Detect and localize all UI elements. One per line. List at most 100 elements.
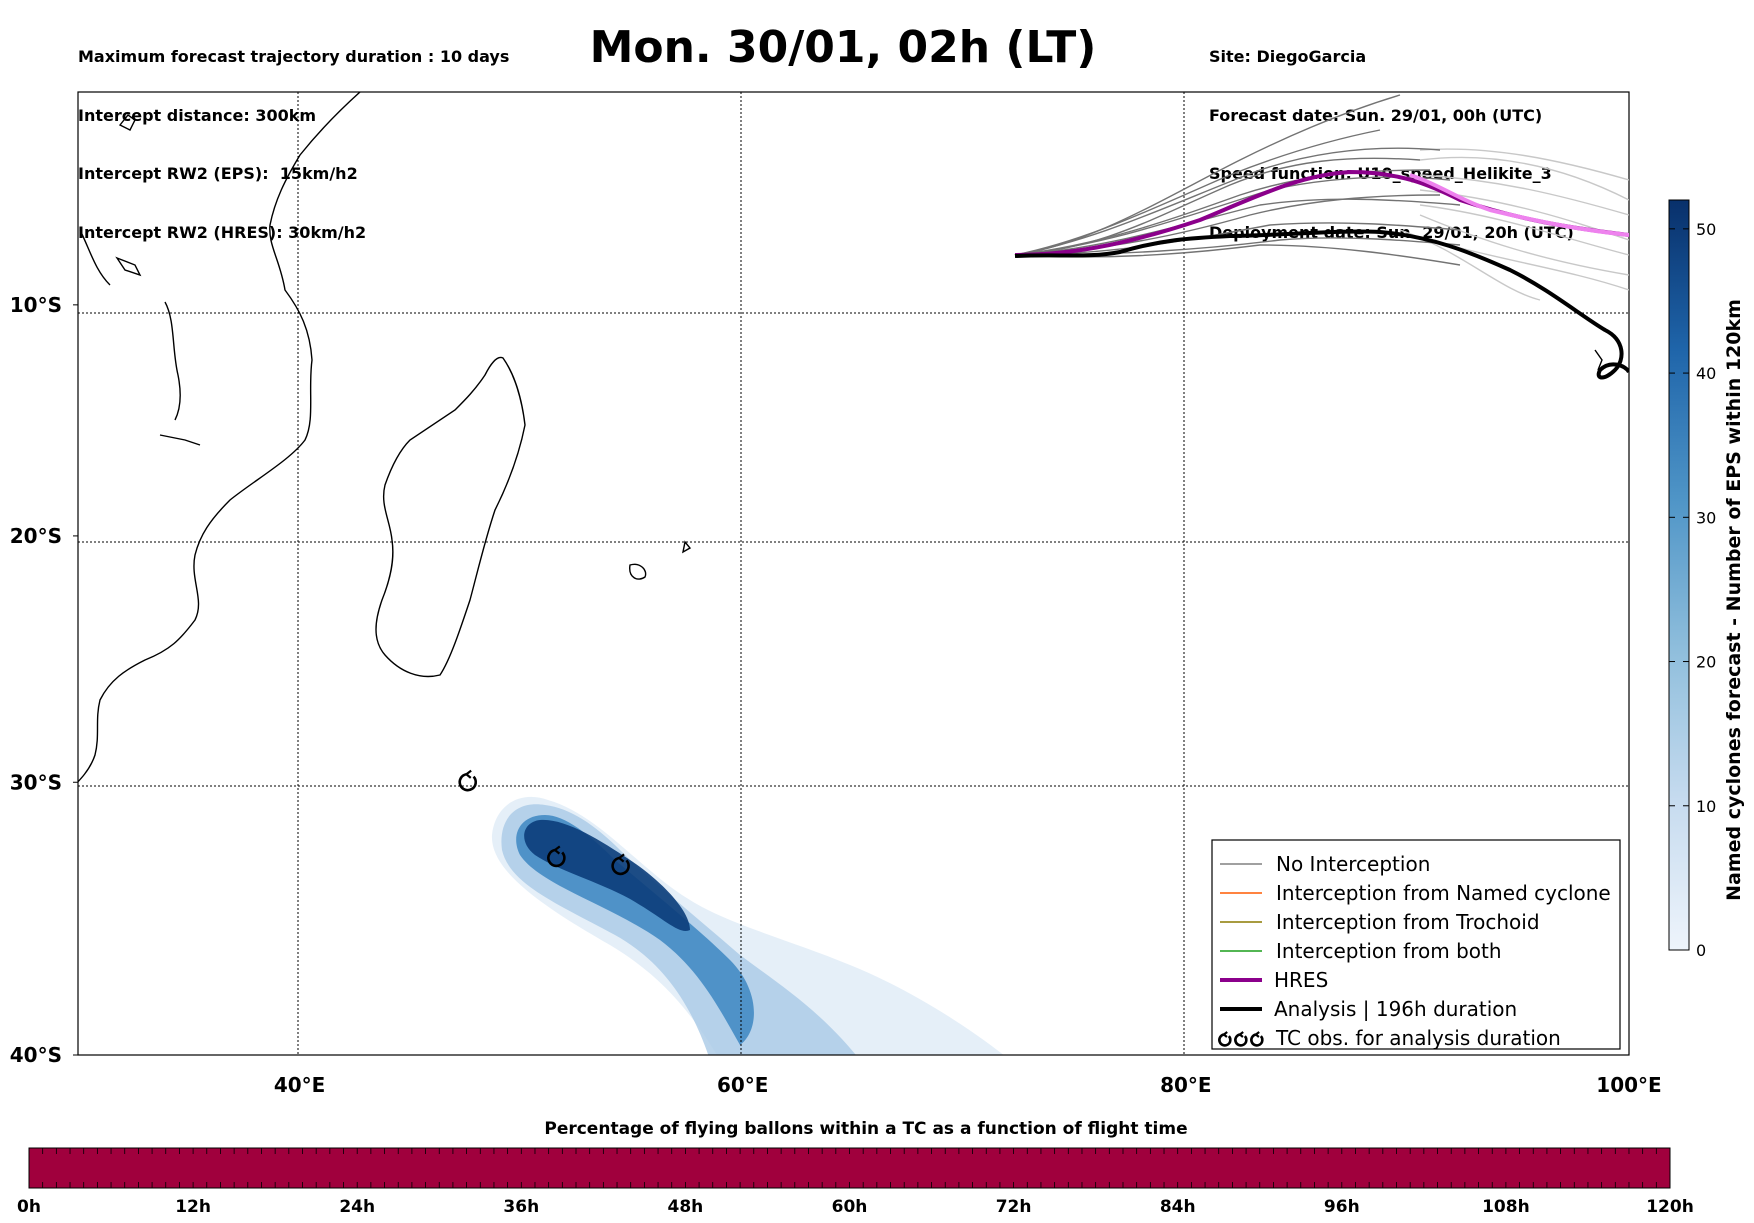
density-core (524, 819, 690, 931)
lat-tick-label: 30°S (10, 770, 62, 794)
colorbar-tick-label: 40 (1696, 364, 1716, 383)
colorbar-ticks: 0 10 20 30 40 50 (1669, 220, 1716, 960)
bottom-tick-label: 108h (1482, 1197, 1530, 1217)
tc-arrowhead (618, 853, 625, 863)
tc-arc (1218, 1033, 1232, 1047)
legend-item: Analysis | 196h duration (1220, 997, 1517, 1021)
colorbar-label: Named cyclones forecast - Number of EPS … (1723, 299, 1745, 901)
tc-arrowhead (1255, 1031, 1260, 1038)
legend-item: No Interception (1220, 852, 1430, 876)
bottom-tick-label: 48h (668, 1197, 704, 1217)
intercept-eps-text: Intercept RW2 (EPS): 15km/h2 (78, 164, 358, 183)
intercept-hres-text: Intercept RW2 (HRES): 30km/h2 (78, 222, 367, 242)
colorbar-tick-label: 30 (1696, 508, 1716, 527)
bottom-tick-label: 24h (339, 1197, 375, 1217)
lat-tick-label: 40°S (10, 1043, 62, 1067)
traj-1 (1014, 147, 1441, 256)
chagos-islet (1594, 349, 1603, 371)
tc-symbol (1234, 1031, 1248, 1047)
lon-tick-label: 100°E (1596, 1073, 1661, 1097)
analysis-trajectory (1014, 229, 1629, 380)
tc-arc (547, 848, 566, 868)
island-socotra-area (115, 256, 142, 277)
header-left-info: Maximum forecast trajectory duration : 1… (78, 8, 509, 262)
no-interception-trajectories (1014, 94, 1461, 266)
colorbar-tick-label: 20 (1696, 653, 1716, 672)
lon-tick-label: 80°E (1160, 1073, 1212, 1097)
tc-arc (458, 772, 477, 792)
site-text: Site: DiegoGarcia (1209, 47, 1367, 66)
legend-label: Interception from Named cyclone (1276, 881, 1611, 905)
traj-4 (1014, 222, 1461, 256)
traj-3 (1014, 198, 1461, 256)
right-colorbar: 0 10 20 30 40 50 Named cyclones forecast - Nu… (1668, 199, 1745, 960)
tc-observation-symbols (458, 769, 630, 876)
legend-box (1211, 839, 1621, 1050)
legend-items: No Interception Interception from Named c… (1218, 852, 1611, 1050)
legend-label: HRES (1274, 968, 1328, 992)
tc-arc (1250, 1033, 1264, 1047)
traj-late-2 (1419, 174, 1629, 216)
late-trajectories (1399, 148, 1629, 301)
tc-symbol (547, 845, 566, 868)
max-duration-text: Maximum forecast trajectory duration : 1… (78, 47, 510, 66)
traj-10 (1014, 129, 1381, 256)
reunion-mauritius (629, 563, 647, 580)
lon-tick-label: 60°E (717, 1073, 769, 1097)
bottom-tick-label: 72h (996, 1197, 1032, 1217)
colorbar-tick-label: 10 (1696, 797, 1716, 816)
longitude-ticks: 40°E 60°E 80°E 100°E (274, 1073, 1662, 1097)
coastlines (78, 92, 1603, 783)
map-frame (77, 91, 1630, 1056)
bottom-colorbar-ticks: 0h 12h 24h 36h 48h 60h 72h 84h 96h 108h 120h (17, 1197, 1694, 1217)
bottom-colorbar-minor-ticks (28, 1148, 1671, 1188)
legend-item: Interception from Named cyclone (1220, 881, 1611, 905)
somali-coast (79, 229, 111, 286)
legend-label: TC obs. for analysis duration (1275, 1026, 1561, 1050)
legend: No Interception Interception from Named c… (1211, 839, 1621, 1050)
horn-island (118, 114, 136, 131)
legend-label: Interception from Trochoid (1276, 910, 1540, 934)
bottom-tick-label: 84h (1160, 1197, 1196, 1217)
tc-arrowhead (1239, 1031, 1244, 1038)
rodrigues (682, 540, 692, 554)
tc-symbol (1218, 1031, 1232, 1047)
bottom-colorbar-title: Percentage of flying ballons within a TC… (544, 1119, 1187, 1139)
bottom-colorbar: Percentage of flying ballons within a TC… (17, 1119, 1694, 1217)
coastal-feature (159, 434, 201, 446)
traj-late-5 (1419, 214, 1629, 276)
colorbar-tick-label: 50 (1696, 220, 1716, 239)
lake-malawi (164, 301, 181, 421)
tc-arrowhead (554, 845, 561, 855)
lat-tick-label: 10°S (10, 293, 62, 317)
lat-tick-label: 20°S (10, 524, 62, 548)
tc-arrowhead (465, 769, 472, 779)
madagascar-coast (375, 356, 526, 678)
bottom-tick-label: 60h (832, 1197, 868, 1217)
lon-tick-label: 40°E (274, 1073, 326, 1097)
colorbar-tick-label: 0 (1696, 941, 1706, 960)
title-text: Mon. 30/01, 02h (LT) (589, 22, 1097, 73)
legend-item: Interception from both (1220, 939, 1502, 963)
legend-item: Interception from Trochoid (1220, 910, 1540, 934)
bottom-tick-label: 120h (1646, 1197, 1694, 1217)
bottom-tick-label: 0h (17, 1197, 41, 1217)
traj-late-6 (1399, 229, 1541, 301)
traj-late-1 (1419, 156, 1629, 201)
africa-coast (78, 92, 361, 783)
legend-label: Analysis | 196h duration (1274, 997, 1517, 1021)
tc-symbol (458, 769, 477, 792)
tc-arc (611, 856, 630, 876)
tc-arrowhead (1223, 1031, 1228, 1038)
tc-symbol (1250, 1031, 1264, 1047)
bottom-tick-label: 96h (1324, 1197, 1360, 1217)
page-title: Mon. 30/01, 02h (LT) (0, 22, 1754, 73)
bottom-tick-label: 12h (175, 1197, 211, 1217)
tc-symbol (611, 853, 630, 876)
legend-item: HRES (1220, 968, 1328, 992)
latitude-ticks: 10°S 20°S 30°S 40°S (10, 293, 78, 1067)
legend-item: TC obs. for analysis duration (1218, 1026, 1561, 1050)
legend-label: No Interception (1276, 852, 1430, 876)
hres-trajectory-late (1409, 173, 1629, 237)
